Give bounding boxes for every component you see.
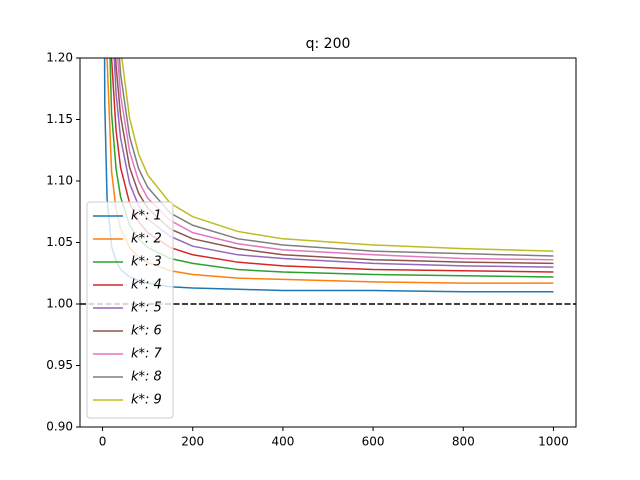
legend-label: k*: 5 (131, 301, 162, 316)
chart-title: q: 200 (306, 36, 351, 52)
y-tick-label: 1.00 (46, 297, 73, 311)
y-tick-label: 0.95 (46, 358, 73, 372)
legend-label: k*: 7 (131, 347, 163, 362)
legend: k*: 1 k*: 2 k*: 3 k*: 4 k*: 5 k*: 6 k*: 7 k*: 8… (86, 201, 174, 419)
y-tick-label: 1.05 (46, 235, 73, 249)
x-tick-label: 800 (452, 435, 475, 449)
y-tick-label: 1.10 (46, 174, 73, 188)
y-tick-label: 1.20 (46, 51, 73, 65)
legend-frame (86, 201, 174, 419)
series-line (118, 58, 554, 257)
x-tick-label: 600 (362, 435, 385, 449)
y-tick-label: 0.90 (46, 420, 73, 434)
y-tick-label: 1.15 (46, 112, 73, 126)
legend-label: k*: 2 (131, 232, 162, 247)
series-line (116, 58, 554, 261)
legend-label: k*: 6 (131, 324, 162, 339)
series-line (121, 58, 554, 252)
series-line (114, 58, 554, 265)
legend-label: k*: 4 (131, 278, 162, 293)
x-tick-label: 0 (99, 435, 107, 449)
legend-label: k*: 3 (131, 255, 162, 270)
legend-label: k*: 1 (131, 209, 162, 224)
legend-label: k*: 8 (131, 370, 162, 385)
x-tick-label: 1000 (538, 435, 569, 449)
legend-label: k*: 9 (131, 393, 162, 408)
x-tick-label: 200 (181, 435, 204, 449)
x-tick-label: 400 (271, 435, 294, 449)
